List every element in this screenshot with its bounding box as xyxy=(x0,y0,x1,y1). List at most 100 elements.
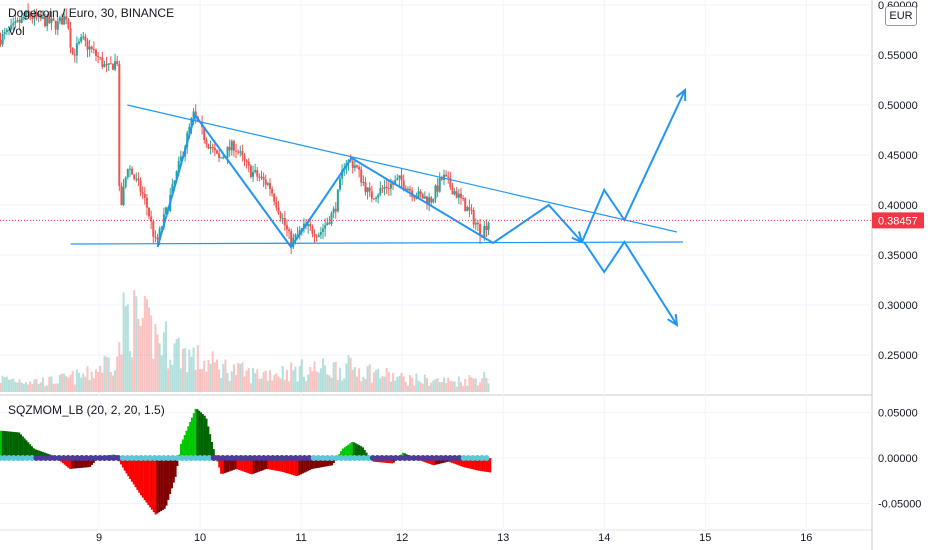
volume-bar xyxy=(201,369,204,392)
momentum-bar xyxy=(258,458,261,472)
volume-bar xyxy=(5,376,8,392)
volume-bar xyxy=(305,381,308,392)
squeeze-dot xyxy=(6,455,13,461)
candle-body xyxy=(215,150,218,154)
candle-body xyxy=(419,191,422,195)
volume-bar xyxy=(345,363,348,392)
momentum-bar xyxy=(89,458,92,467)
candle-body xyxy=(48,15,51,23)
momentum-bar xyxy=(454,458,457,465)
momentum-bar xyxy=(185,430,188,458)
candle-body xyxy=(63,16,66,25)
candle-body xyxy=(33,12,36,19)
squeeze-dot xyxy=(10,455,17,461)
current-price-label: 0.38457 xyxy=(878,215,918,227)
volume-bar xyxy=(198,369,201,392)
squeeze-dot xyxy=(447,455,454,461)
price-tick-label: 0.50000 xyxy=(878,100,918,112)
momentum-bar xyxy=(127,458,130,477)
candle-body xyxy=(315,236,318,238)
candle-body xyxy=(426,196,429,204)
volume-bar xyxy=(107,357,110,392)
squeeze-dot xyxy=(269,455,276,461)
momentum-bar xyxy=(158,458,161,513)
volume-bar xyxy=(44,386,47,392)
squeeze-dot xyxy=(483,455,490,461)
volume-bar xyxy=(65,376,68,392)
candle-body xyxy=(332,208,335,214)
volume-bar xyxy=(54,383,57,392)
volume-bar xyxy=(400,372,403,392)
momentum-bar xyxy=(329,458,332,466)
candle-body xyxy=(124,177,127,187)
volume-bar xyxy=(73,384,76,392)
momentum-bar xyxy=(332,458,335,463)
squeeze-dot xyxy=(451,455,458,461)
time-tick-label: 15 xyxy=(699,532,711,544)
momentum-bar xyxy=(489,458,492,473)
momentum-bar xyxy=(349,443,352,458)
volume-bar xyxy=(307,374,310,392)
volume-bar xyxy=(290,362,293,392)
volume-bar xyxy=(264,370,267,392)
candle-body xyxy=(406,188,409,191)
candle-body xyxy=(271,188,274,194)
momentum-bar xyxy=(300,458,303,475)
squeeze-dot xyxy=(424,455,431,461)
volume-bar xyxy=(92,378,95,392)
volume-bar xyxy=(211,351,214,392)
candle-body xyxy=(141,192,144,194)
volume-bar xyxy=(152,358,155,392)
squeeze-dot xyxy=(351,455,358,461)
momentum-bar xyxy=(9,431,12,458)
squeeze-dot xyxy=(251,455,258,461)
momentum-bar xyxy=(307,458,310,471)
volume-bar xyxy=(22,384,25,392)
momentum-bar xyxy=(145,458,148,503)
candle-body xyxy=(260,176,263,178)
volume-bar xyxy=(375,369,378,392)
candle-body xyxy=(235,150,238,152)
volume-bar xyxy=(315,371,318,392)
volume-bar xyxy=(283,379,286,392)
volume-bar xyxy=(266,380,269,392)
squeeze-dot xyxy=(92,455,99,461)
squeeze-dot xyxy=(392,455,399,461)
momentum-bar xyxy=(196,409,199,458)
momentum-bar xyxy=(125,458,128,474)
volume-bar xyxy=(41,377,44,392)
squeeze-dot xyxy=(33,455,40,461)
momentum-bar xyxy=(434,458,437,465)
volume-bar xyxy=(179,368,182,392)
currency-button[interactable]: EUR xyxy=(885,6,917,26)
candle-body xyxy=(377,194,380,198)
candle-body xyxy=(75,43,78,56)
volume-bar xyxy=(302,376,305,392)
squeeze-dot xyxy=(419,455,426,461)
volume-bar xyxy=(0,382,2,392)
volume-bar xyxy=(256,369,259,392)
candle-body xyxy=(322,228,325,232)
volume-bar xyxy=(188,349,191,392)
volume-bar xyxy=(370,382,373,392)
momentum-bar xyxy=(340,451,343,458)
squeeze-dot xyxy=(237,455,244,461)
candle-body xyxy=(366,187,369,193)
momentum-bar xyxy=(141,458,144,498)
squeeze-dot xyxy=(106,455,113,461)
candle-body xyxy=(324,225,327,229)
candle-body xyxy=(264,179,267,185)
price-tick-label: 0.45000 xyxy=(878,150,918,162)
momentum-bar xyxy=(167,458,170,500)
volume-bar xyxy=(300,359,303,392)
squeeze-dot xyxy=(360,455,367,461)
candle-body xyxy=(256,170,259,177)
volume-bar xyxy=(80,377,83,392)
momentum-bar xyxy=(130,458,133,482)
candle-body xyxy=(207,143,210,149)
candle-body xyxy=(466,207,469,212)
momentum-bar xyxy=(36,449,39,458)
candle-body xyxy=(277,207,280,213)
candle-body xyxy=(311,226,314,234)
